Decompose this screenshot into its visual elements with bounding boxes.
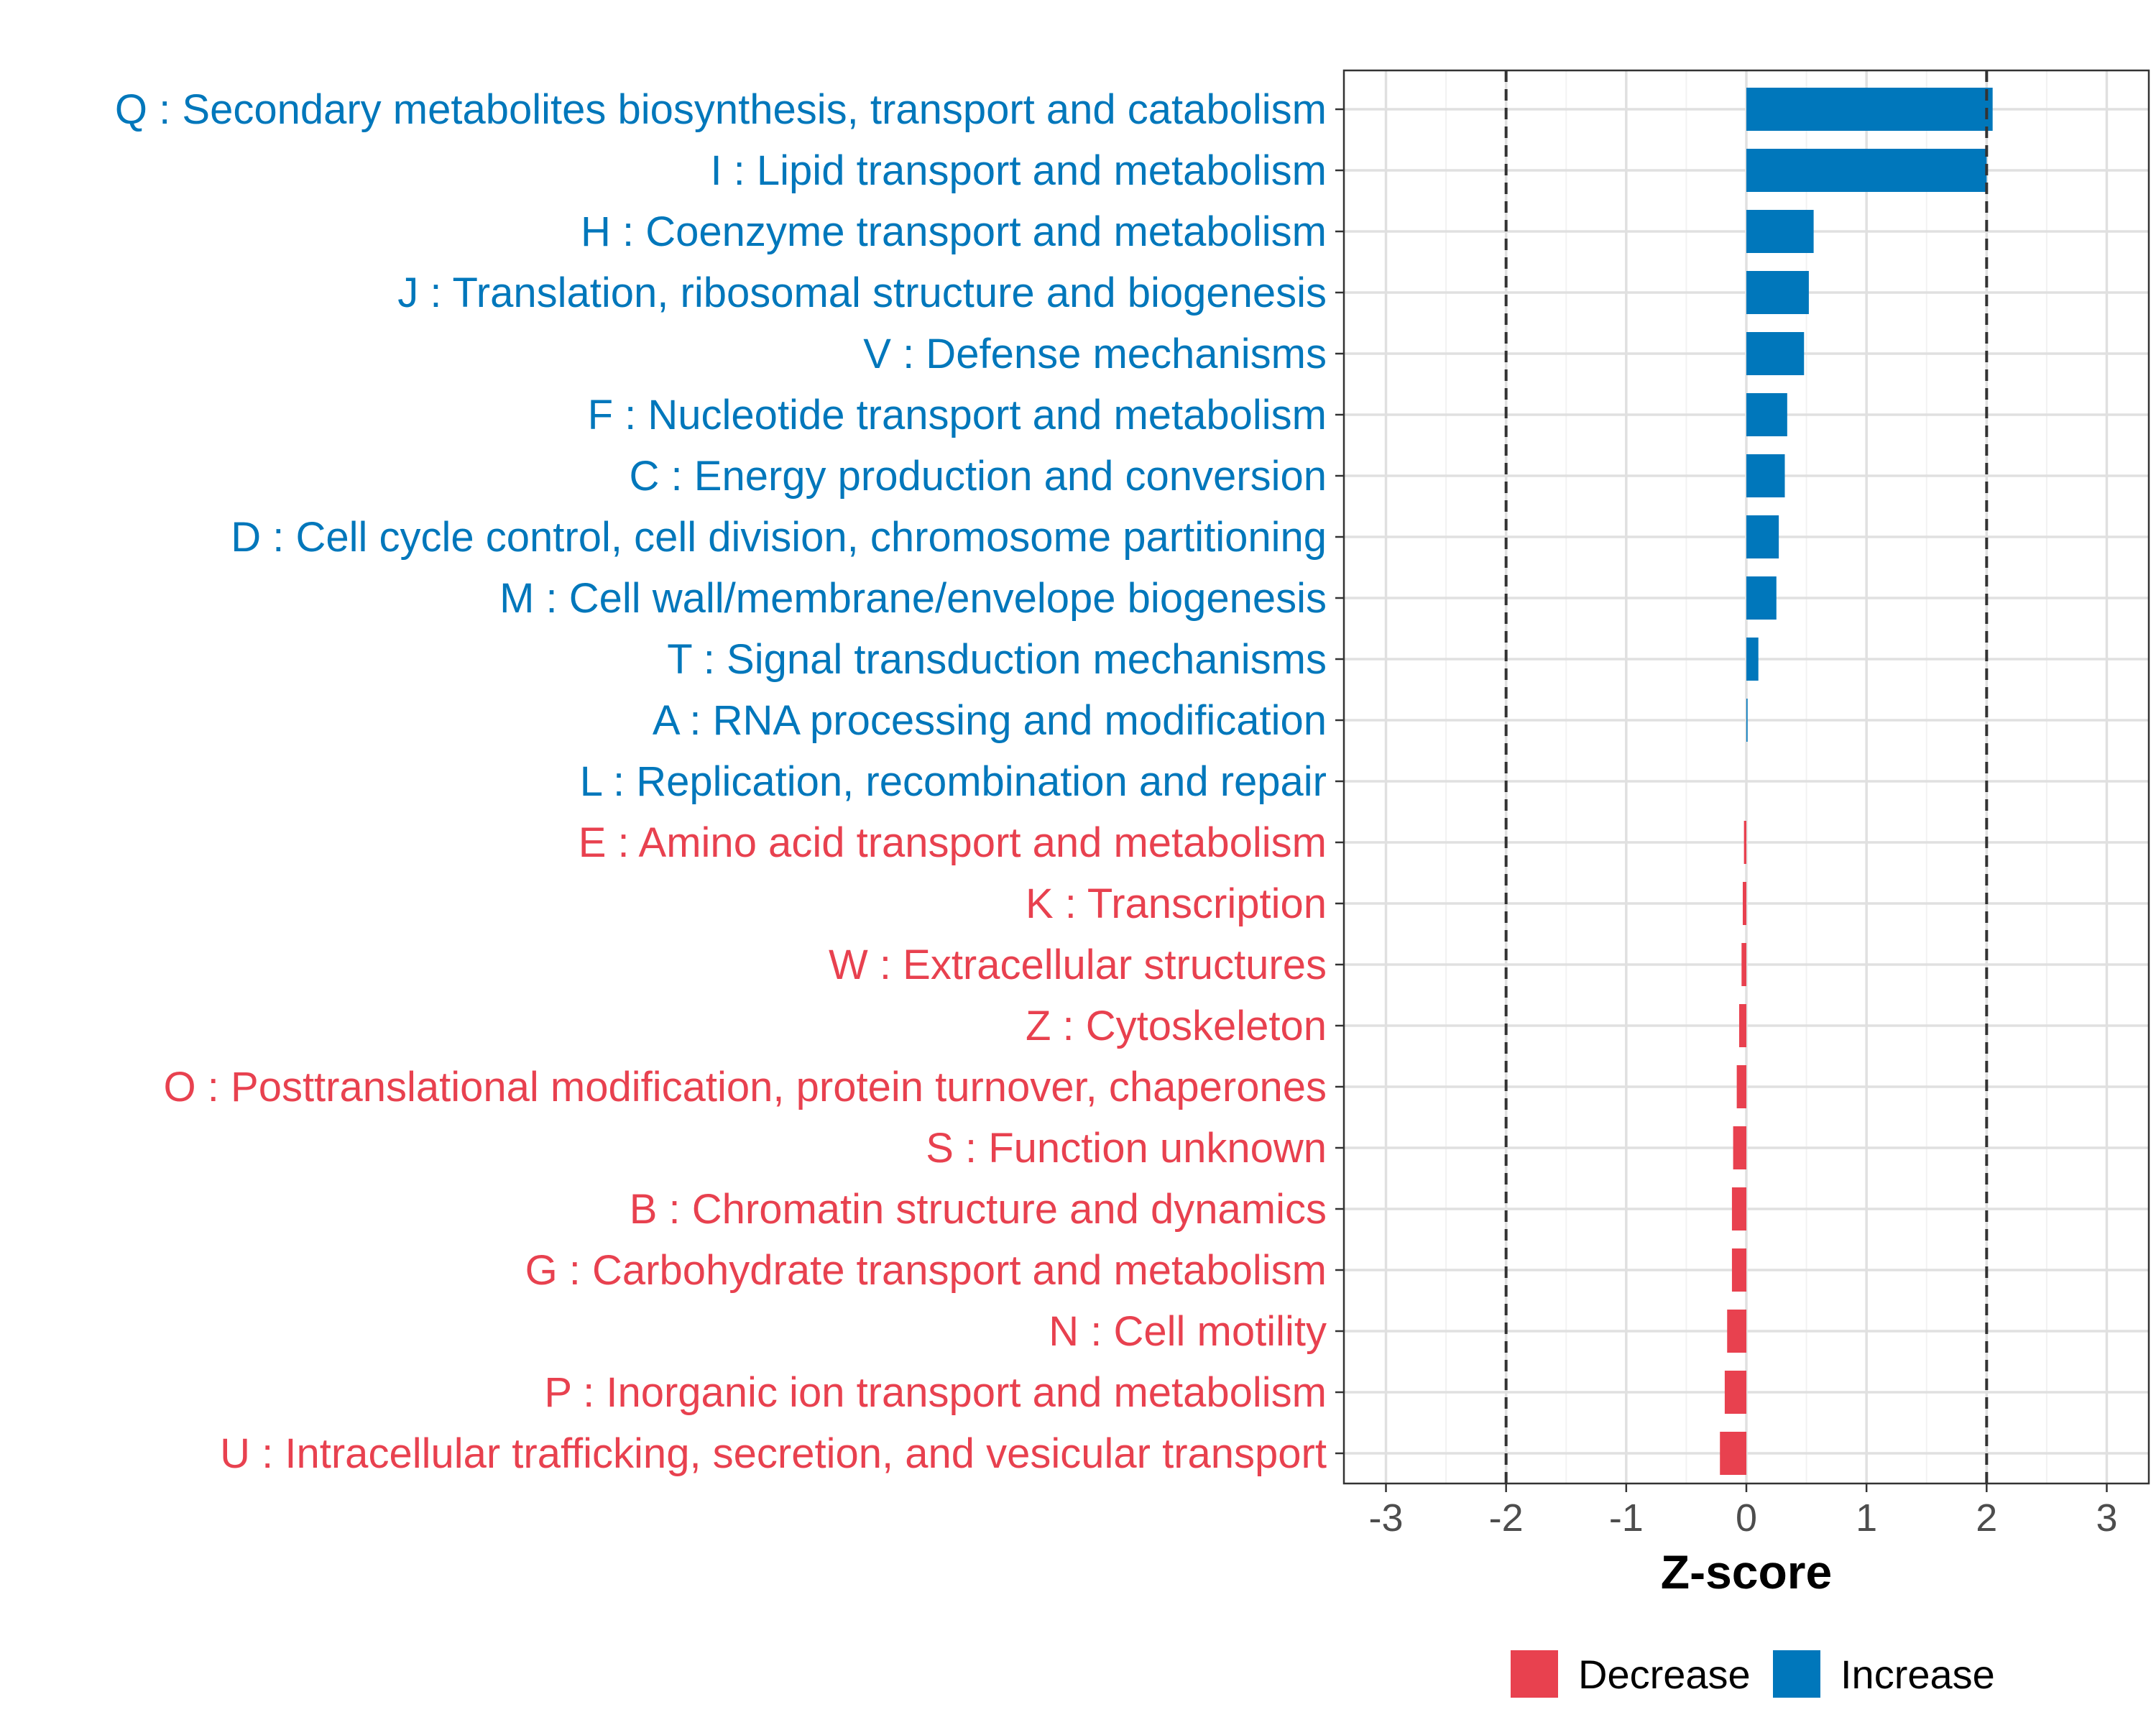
category-label: A : RNA processing and modification	[653, 697, 1327, 744]
bar	[1738, 1004, 1746, 1047]
category-label: H : Coenzyme transport and metabolism	[581, 208, 1327, 255]
legend-label: Increase	[1841, 1652, 1995, 1697]
legend-swatch	[1773, 1650, 1820, 1698]
x-tick-label: -2	[1489, 1496, 1524, 1540]
category-label: C : Energy production and conversion	[630, 453, 1327, 500]
bar	[1736, 1065, 1746, 1108]
legend-label: Decrease	[1578, 1652, 1751, 1697]
bar	[1724, 1371, 1746, 1414]
x-tick-label: 2	[1976, 1496, 1997, 1540]
category-label: W : Extracellular structures	[829, 942, 1327, 988]
category-label: T : Signal transduction mechanisms	[667, 636, 1327, 683]
legend: Decrease Increase	[1511, 1650, 1995, 1698]
legend-swatch	[1511, 1650, 1558, 1698]
bar	[1746, 393, 1787, 436]
bar	[1746, 332, 1805, 375]
y-axis: Q : Secondary metabolites biosynthesis, …	[115, 86, 1344, 1477]
category-label: K : Transcription	[1026, 880, 1327, 927]
category-label: N : Cell motility	[1049, 1308, 1327, 1355]
category-label: B : Chromatin structure and dynamics	[630, 1186, 1327, 1233]
bar	[1742, 882, 1746, 925]
category-label: Q : Secondary metabolites biosynthesis, …	[115, 86, 1327, 133]
x-axis-title: Z-score	[1661, 1545, 1832, 1598]
category-label: D : Cell cycle control, cell division, c…	[231, 514, 1327, 561]
category-label: J : Translation, ribosomal structure and…	[397, 270, 1327, 316]
x-tick-label: -3	[1368, 1496, 1403, 1540]
bar	[1746, 638, 1759, 681]
category-label: O : Posttranslational modification, prot…	[164, 1064, 1327, 1110]
category-label: G : Carbohydrate transport and metabolis…	[525, 1247, 1327, 1294]
category-label: U : Intracellular trafficking, secretion…	[220, 1430, 1327, 1477]
bar	[1731, 1187, 1746, 1230]
bar	[1746, 149, 1987, 192]
category-label: I : Lipid transport and metabolism	[710, 147, 1327, 194]
category-label: Z : Cytoskeleton	[1026, 1003, 1327, 1049]
category-label: M : Cell wall/membrane/envelope biogenes…	[499, 575, 1327, 622]
bar	[1746, 271, 1809, 314]
bar	[1746, 210, 1814, 253]
x-tick-label: 0	[1736, 1496, 1757, 1540]
bar	[1733, 1126, 1746, 1169]
bar	[1746, 515, 1779, 558]
category-label: V : Defense mechanisms	[863, 331, 1327, 377]
bar	[1743, 821, 1746, 864]
x-axis: -3 -2 -1 0 1 2 3	[1368, 1484, 2118, 1540]
category-label: E : Amino acid transport and metabolism	[579, 819, 1327, 866]
category-label: S : Function unknown	[926, 1125, 1327, 1172]
category-label: P : Inorganic ion transport and metaboli…	[544, 1369, 1327, 1416]
bar	[1746, 699, 1748, 742]
x-tick-label: -1	[1609, 1496, 1644, 1540]
threshold-lines	[1504, 70, 1989, 1484]
bars	[1720, 88, 1993, 1475]
category-label: L : Replication, recombination and repai…	[580, 758, 1327, 805]
bar	[1720, 1432, 1746, 1475]
bar	[1746, 576, 1777, 620]
x-tick-label: 1	[1856, 1496, 1877, 1540]
category-label: F : Nucleotide transport and metabolism	[588, 392, 1327, 438]
bar	[1746, 88, 1993, 131]
bar	[1746, 454, 1785, 497]
bar	[1727, 1310, 1746, 1353]
x-tick-label: 3	[2096, 1496, 2117, 1540]
bar	[1731, 1248, 1746, 1292]
bar	[1741, 943, 1746, 986]
